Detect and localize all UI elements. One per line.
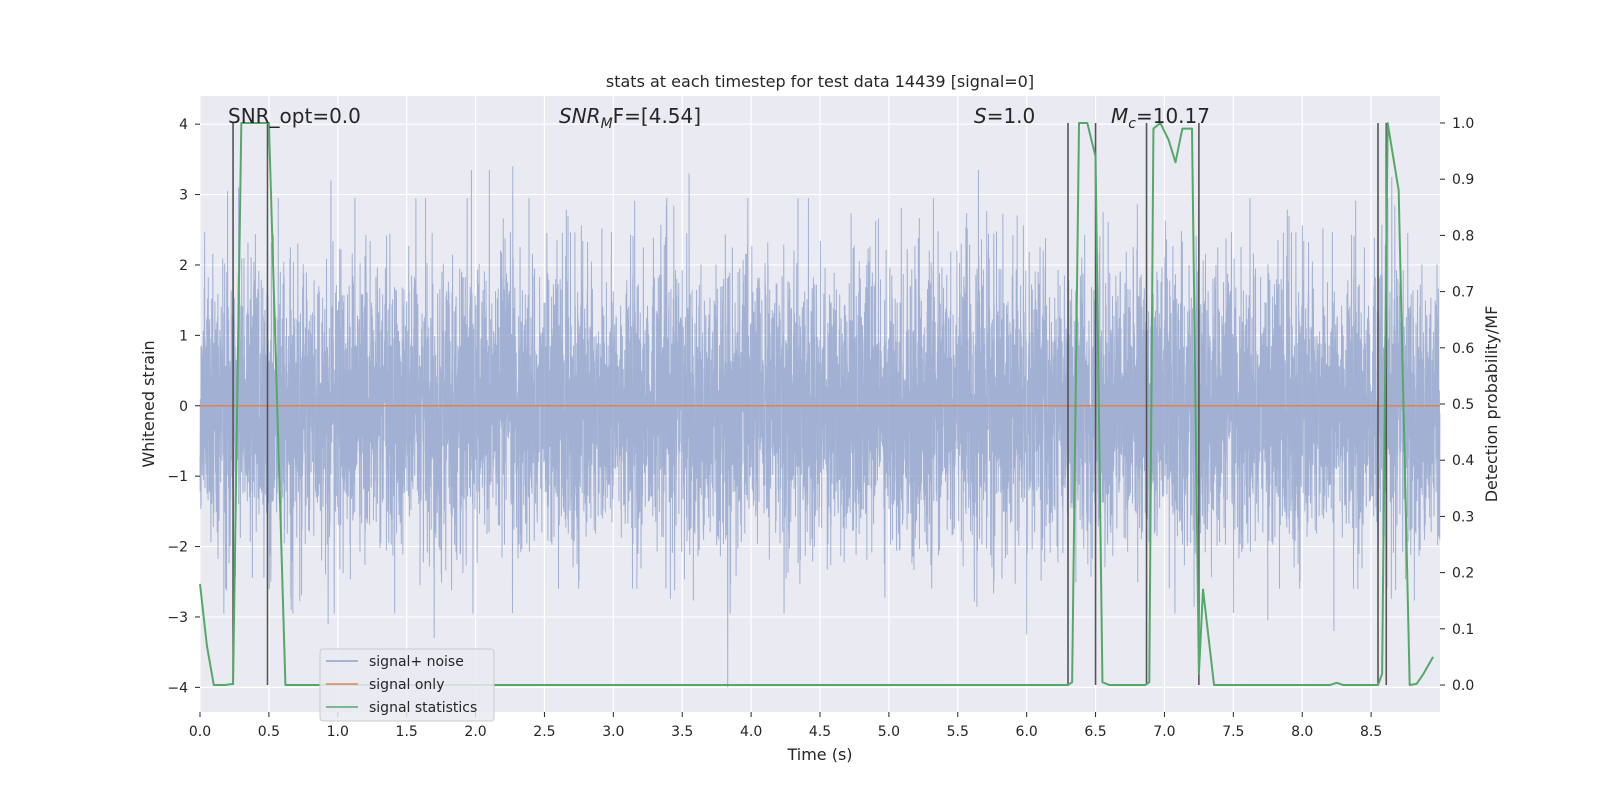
y-tick-label-2: −2 [167,540,188,556]
y2-axis-label: Detection probability/MF [1482,306,1501,503]
y-tick-label-6: 2 [179,258,188,274]
annotation-mc-sub: c [1128,116,1136,132]
x-axis-label: Time (s) [786,745,852,764]
y2-tick-label-7: 0.7 [1452,285,1474,301]
legend-label-noise: signal+ noise [369,654,464,670]
x-tick-label-7: 3.5 [671,724,693,740]
legend-label-stats: signal statistics [369,700,477,716]
y2-tick-label-2: 0.2 [1452,566,1474,582]
y2-tick-label-4: 0.4 [1452,453,1474,469]
x-tick-label-12: 6.0 [1016,724,1038,740]
y2-tick-label-1: 0.1 [1452,622,1474,638]
annotation-snr-mf-main: SNR [559,104,601,128]
x-tick-label-14: 7.0 [1153,724,1175,740]
y-tick-label-7: 3 [179,188,188,204]
chart-title: stats at each timestep for test data 144… [606,72,1034,91]
signal-statistics-line [199,121,1434,687]
x-tick-label-8: 4.0 [740,724,762,740]
annotation-snr-mf-rest: F=[4.54] [613,104,701,128]
annotation-mc: Mc=10.17 [1111,104,1210,132]
annotation-s-main: S [974,104,987,128]
y2-tick-label-0: 0.0 [1452,678,1474,694]
x-tick-label-1: 0.5 [258,724,280,740]
marker-layer [232,122,1388,686]
x-tick-label-17: 8.5 [1360,724,1382,740]
x-tick-label-10: 5.0 [878,724,900,740]
y2-tick-label-10: 1.0 [1452,116,1474,132]
y-tick-label-0: −4 [167,680,188,696]
annotation-s-rest: =1.0 [987,104,1036,128]
x-tick-label-5: 2.5 [533,724,555,740]
y2-tick-label-6: 0.6 [1452,341,1474,357]
y2-tick-label-3: 0.3 [1452,509,1474,525]
x-tick-label-0: 0.0 [189,724,211,740]
x-tick-label-15: 7.5 [1222,724,1244,740]
y-tick-label-8: 4 [179,117,188,133]
y-axis-label: Whitened strain [139,340,158,467]
annotation-mc-rest: =10.17 [1136,104,1210,128]
annotation-snr-mf-sub: M [601,116,613,132]
legend-box [319,648,495,722]
stats-layer [199,121,1434,687]
y-tick-label-4: 0 [179,399,188,415]
x-tick-label-2: 1.0 [327,724,349,740]
y2-tick-label-9: 0.9 [1452,172,1474,188]
y-tick-label-3: −1 [167,469,188,485]
x-tick-label-13: 6.5 [1084,724,1106,740]
legend: signal+ noise signal only signal statist… [319,648,495,722]
annotation-snr-opt: SNR_opt=0.0 [228,104,361,128]
tick-layer: 0.0 0.5 1.0 1.5 2.0 2.5 3.0 3.5 4.0 4.5 5.0 5.5 6.0 6… [167,116,1474,740]
x-tick-label-9: 4.5 [809,724,831,740]
y-tick-label-5: 1 [179,328,188,344]
x-tick-label-4: 2.0 [464,724,486,740]
x-tick-label-3: 1.5 [396,724,418,740]
y2-tick-label-5: 0.5 [1452,397,1474,413]
y-tick-label-1: −3 [167,610,188,626]
annotation-snr-mf: SNRMF=[4.54] [559,104,701,132]
x-tick-label-16: 8.0 [1291,724,1313,740]
x-tick-label-6: 3.0 [602,724,624,740]
annotation-s: S=1.0 [974,104,1035,128]
legend-label-signal: signal only [369,677,444,693]
x-tick-label-11: 5.5 [947,724,969,740]
y2-tick-label-8: 0.8 [1452,228,1474,244]
annotation-mc-main: M [1111,104,1128,128]
